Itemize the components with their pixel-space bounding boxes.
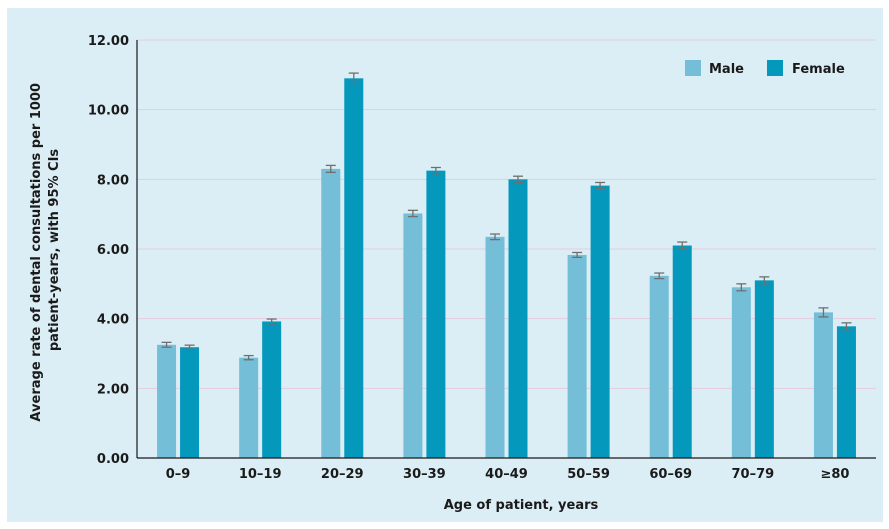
x-tick-label: 60–69 bbox=[649, 467, 692, 482]
bar-female-7 bbox=[754, 280, 774, 458]
bar-female-5 bbox=[590, 185, 610, 458]
y-tick-label: 4.00 bbox=[97, 313, 129, 328]
bar-female-2 bbox=[344, 78, 364, 459]
x-axis-title: Age of patient, years bbox=[444, 498, 599, 513]
gridlines bbox=[137, 39, 876, 389]
bar-male-2 bbox=[321, 168, 341, 458]
y-tick-label: 8.00 bbox=[97, 173, 129, 188]
bar-male-6 bbox=[649, 275, 669, 458]
bar-female-8 bbox=[836, 326, 856, 458]
bar-male-8 bbox=[813, 312, 833, 458]
chart-panel: 0.00 2.00 4.00 6.00 8.00 10.00 12.00 0–9 10–19 2… bbox=[7, 8, 883, 522]
legend: Male Female bbox=[685, 60, 845, 77]
bar-male-5 bbox=[567, 254, 587, 458]
bar-chart: 0.00 2.00 4.00 6.00 8.00 10.00 12.00 0–9 10–19 2… bbox=[29, 34, 876, 513]
y-tick-label: 10.00 bbox=[88, 104, 129, 119]
x-tick-label: 70–79 bbox=[731, 467, 774, 482]
legend-label-male: Male bbox=[709, 62, 744, 77]
bar-female-1 bbox=[262, 321, 282, 458]
x-tick-label: 30–39 bbox=[403, 467, 446, 482]
x-tick-label: ≥80 bbox=[820, 467, 849, 482]
y-tick-labels: 0.00 2.00 4.00 6.00 8.00 10.00 12.00 bbox=[88, 34, 129, 467]
x-tick-label: 10–19 bbox=[239, 467, 282, 482]
x-tick-label: 0–9 bbox=[166, 467, 191, 482]
legend-swatch-male bbox=[685, 60, 701, 76]
bar-male-4 bbox=[485, 236, 505, 458]
x-tick-label: 20–29 bbox=[321, 467, 364, 482]
y-tick-label: 2.00 bbox=[97, 382, 129, 397]
bar-female-0 bbox=[180, 347, 200, 458]
x-tick-label: 40–49 bbox=[485, 467, 528, 482]
y-tick-label: 0.00 bbox=[97, 452, 129, 467]
y-tick-label: 6.00 bbox=[97, 243, 129, 258]
y-axis-title-line-2: patient-years, with 95% CIs bbox=[47, 149, 62, 352]
axes bbox=[136, 40, 876, 459]
y-axis-title-line-1: Average rate of dental consultations per… bbox=[29, 83, 44, 422]
bar-female-3 bbox=[426, 170, 446, 458]
bar-female-4 bbox=[508, 179, 528, 459]
error-bars bbox=[161, 72, 852, 361]
bars bbox=[157, 78, 856, 459]
x-tick-label: 50–59 bbox=[567, 467, 610, 482]
y-tick-label: 12.00 bbox=[88, 34, 129, 49]
legend-label-female: Female bbox=[792, 62, 845, 77]
bar-male-7 bbox=[731, 287, 751, 458]
x-tick-labels: 0–9 10–19 20–29 30–39 40–49 50–59 60–69 70–79 ≥8… bbox=[166, 467, 850, 482]
bar-male-3 bbox=[403, 213, 423, 458]
bar-male-1 bbox=[239, 357, 259, 458]
legend-swatch-female bbox=[767, 60, 783, 76]
bar-male-0 bbox=[157, 344, 177, 458]
bar-female-6 bbox=[672, 245, 692, 458]
y-axis-title: Average rate of dental consultations per… bbox=[29, 78, 62, 421]
